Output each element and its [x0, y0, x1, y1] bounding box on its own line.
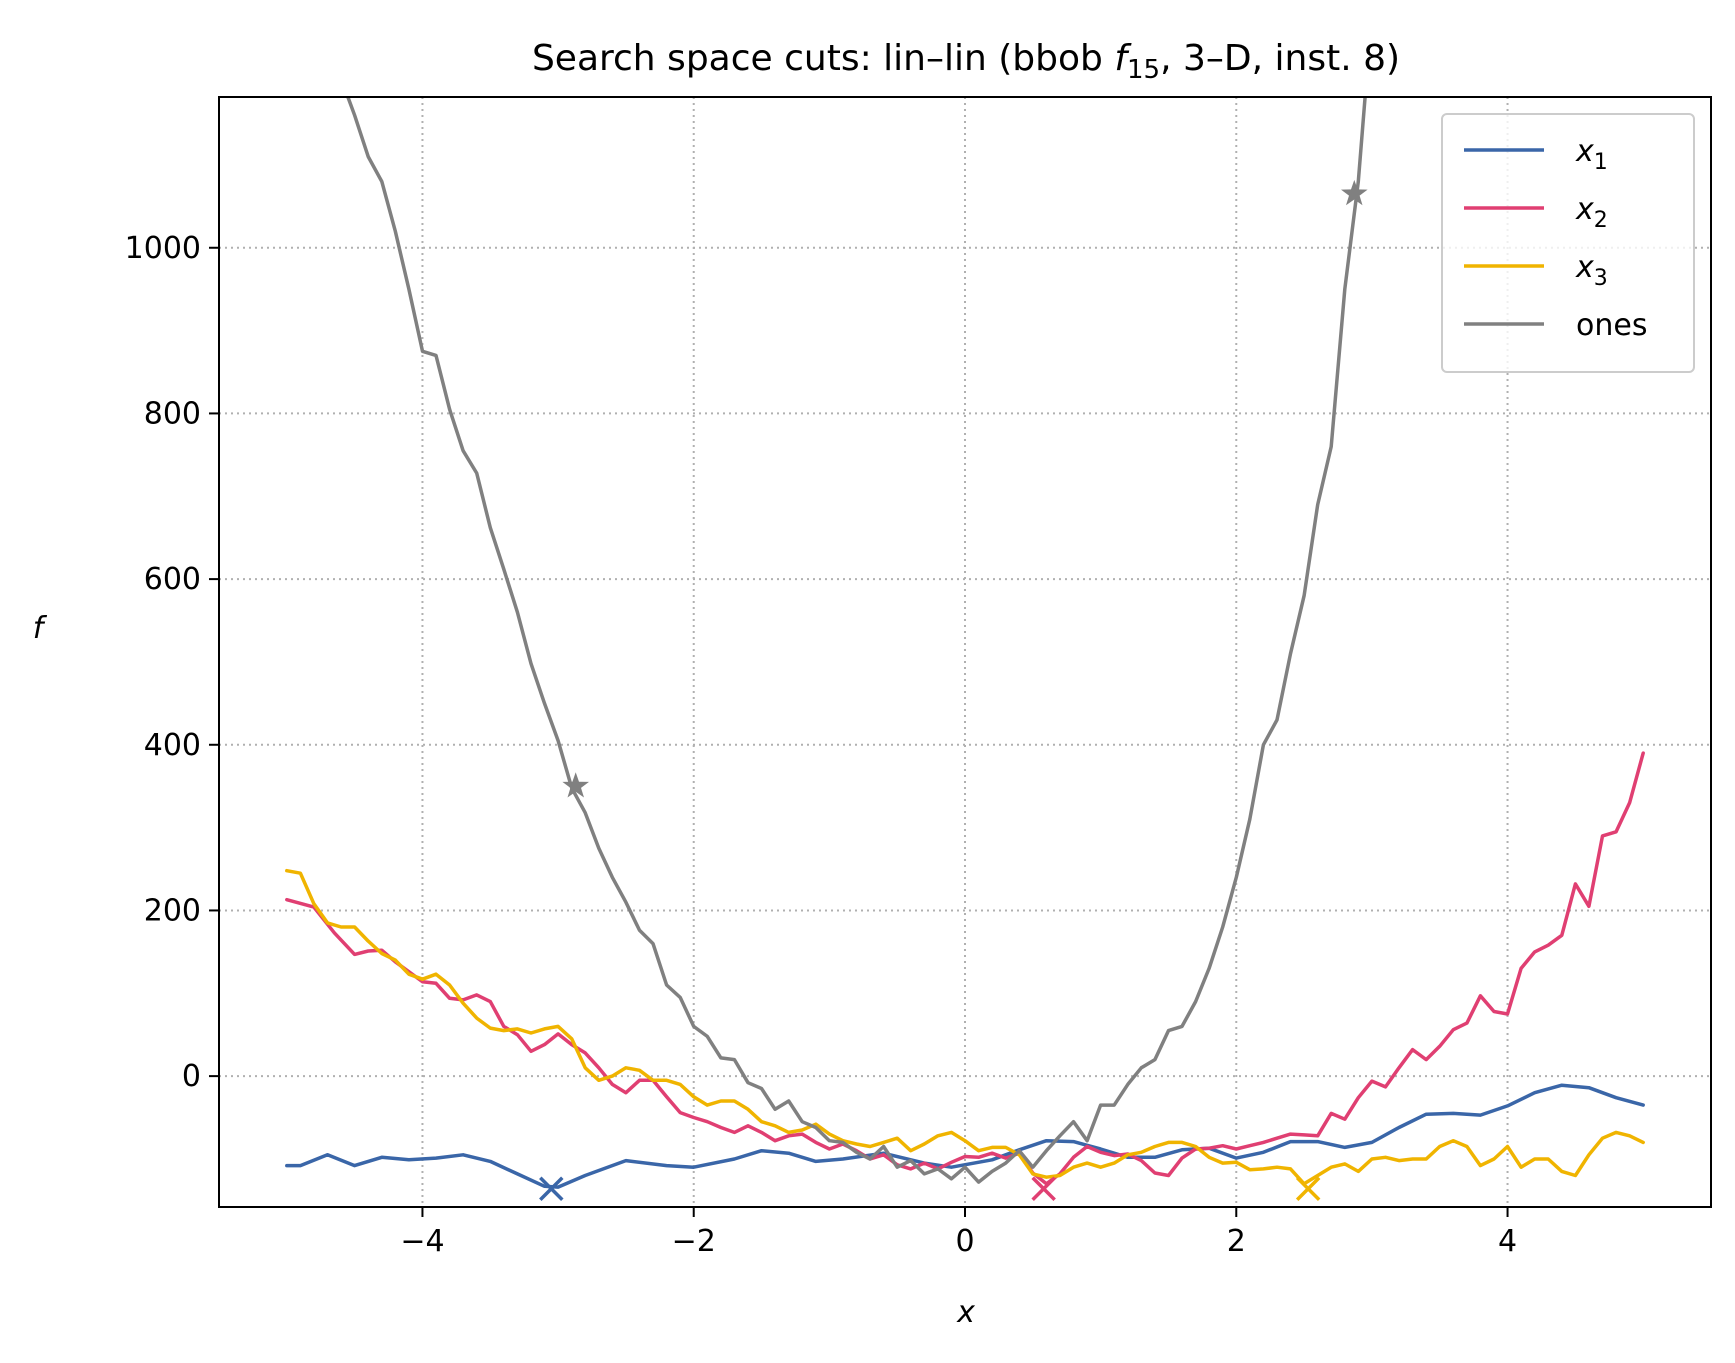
series-marker-x2	[1031, 1176, 1056, 1202]
x-tick-label: 0	[955, 1224, 974, 1259]
series-line-ones	[346, 97, 1367, 1184]
x-axis-label: x	[956, 1295, 975, 1330]
series-marker-ones-0	[562, 772, 589, 798]
legend-label-x2: x2	[1575, 192, 1608, 233]
x-tick-label: −4	[400, 1224, 444, 1259]
y-tick-label: 0	[182, 1059, 201, 1094]
series-marker-x2-stroke-b	[1031, 1176, 1056, 1202]
legend-label-base: x	[1575, 134, 1594, 169]
series-line-x3	[285, 868, 1645, 1186]
y-tick-label: 800	[144, 396, 201, 431]
series-marker-x3-stroke-b	[1295, 1176, 1321, 1202]
y-tick-label: 1000	[125, 231, 201, 266]
series-marker-x3	[1295, 1176, 1321, 1202]
legend-label-x1: x1	[1575, 134, 1608, 175]
legend-label-ones: ones	[1576, 308, 1647, 343]
series-line-x2	[285, 751, 1645, 1186]
chart-title-prefix: Search space cuts: lin–lin (bbob	[532, 38, 1114, 79]
x-tick-label: 4	[1498, 1224, 1517, 1259]
legend-label-subscript: 1	[1594, 150, 1608, 175]
axis-ticks: −4 −2 0 2 4 0 200 400 600 800 1000	[125, 231, 1517, 1259]
series-markers	[539, 179, 1368, 1202]
series-marker-x1-stroke-b	[539, 1176, 564, 1202]
y-tick-label: 200	[144, 893, 201, 928]
legend-label-subscript: 3	[1594, 266, 1608, 291]
legend-label-base: x	[1575, 192, 1594, 227]
series-marker-ones-1	[1341, 179, 1368, 206]
chart-title: Search space cuts: lin–lin (bbob f15, 3–…	[532, 38, 1400, 85]
legend-label-subscript: 2	[1594, 208, 1608, 233]
chart-title-suffix: , 3–D, inst. 8)	[1160, 38, 1400, 79]
legend-label-x3: x3	[1575, 250, 1608, 291]
series-lines	[285, 97, 1645, 1189]
y-tick-label: 600	[144, 562, 201, 597]
chart-title-subscript: 15	[1127, 55, 1160, 85]
x-tick-label: −2	[672, 1224, 716, 1259]
legend-label-base: x	[1575, 250, 1594, 285]
x-tick-label: 2	[1227, 1224, 1246, 1259]
series-marker-x1	[539, 1176, 564, 1202]
series-line-x1	[285, 1083, 1645, 1189]
y-tick-label: 400	[144, 728, 201, 763]
legend-box	[1441, 113, 1695, 373]
